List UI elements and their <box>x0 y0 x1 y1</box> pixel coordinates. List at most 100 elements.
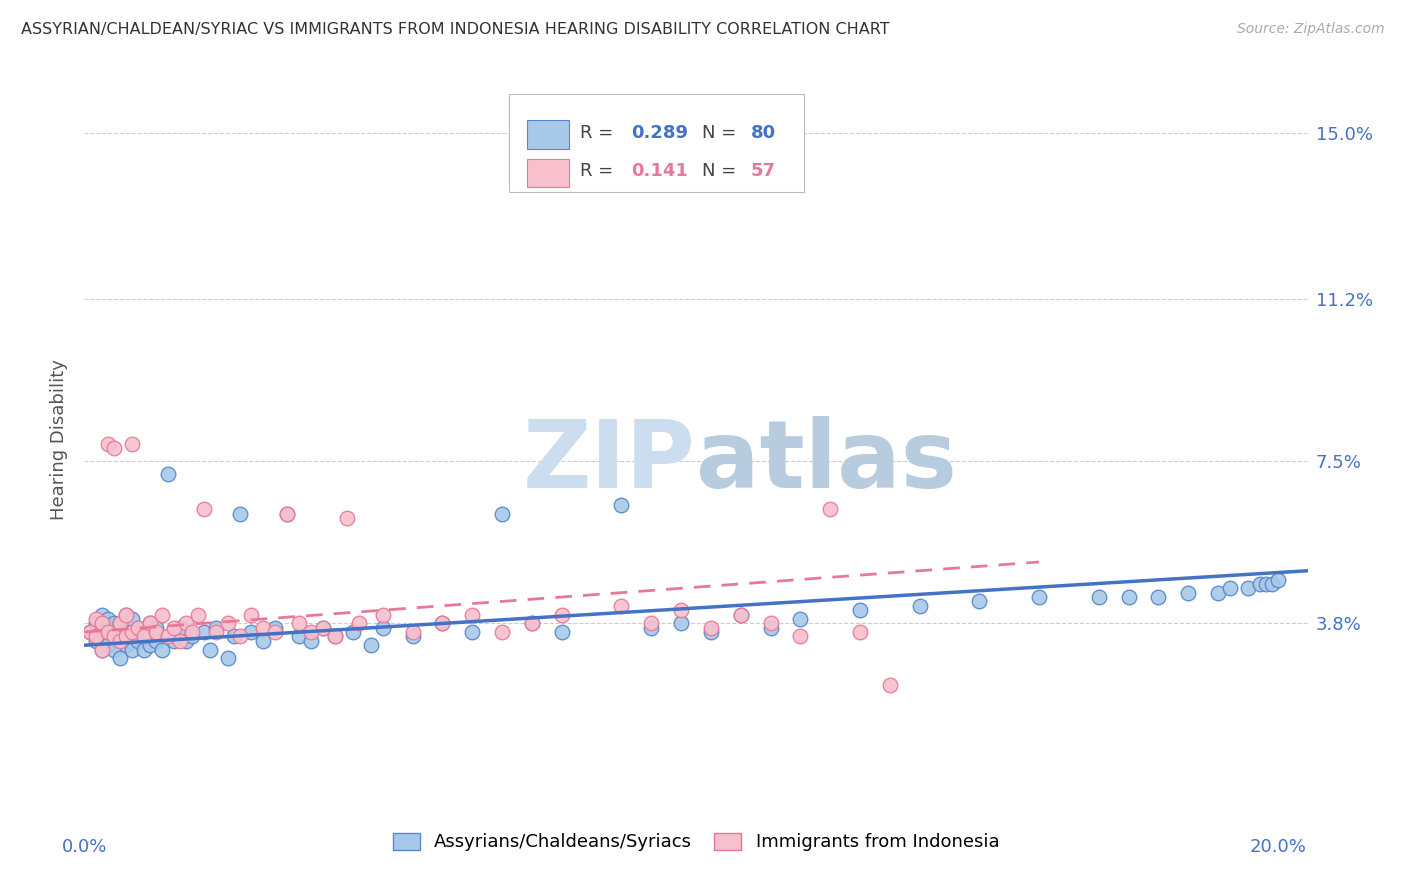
Point <box>198 642 221 657</box>
Point <box>228 630 250 644</box>
Point <box>103 642 125 657</box>
Text: R =: R = <box>579 162 619 180</box>
Point <box>103 630 125 644</box>
Point <box>127 621 149 635</box>
Point <box>371 621 394 635</box>
Point <box>169 633 191 648</box>
Text: 80: 80 <box>751 123 776 142</box>
Point <box>849 603 872 617</box>
Point <box>640 616 662 631</box>
Point <box>432 616 454 631</box>
Point <box>1237 582 1260 596</box>
Point <box>228 507 250 521</box>
Point <box>276 507 298 521</box>
Point <box>91 607 114 622</box>
Point <box>299 633 322 648</box>
Point <box>879 678 901 692</box>
Point <box>103 625 125 640</box>
Point <box>174 616 197 631</box>
Point <box>180 625 202 640</box>
Point <box>610 599 633 613</box>
Text: 0.0%: 0.0% <box>62 838 107 856</box>
Text: N =: N = <box>702 123 742 142</box>
Point <box>91 642 114 657</box>
Point <box>1206 585 1229 599</box>
Text: ZIP: ZIP <box>523 416 696 508</box>
Point <box>264 621 287 635</box>
Point <box>730 607 752 622</box>
Text: 57: 57 <box>751 162 776 180</box>
Point <box>139 638 162 652</box>
Point <box>121 625 143 640</box>
Point <box>252 633 274 648</box>
Point <box>108 633 131 648</box>
Y-axis label: Hearing Disability: Hearing Disability <box>49 359 67 520</box>
Point <box>97 625 120 640</box>
Point <box>252 621 274 635</box>
Point <box>323 630 346 644</box>
Point <box>461 625 484 640</box>
Point <box>84 616 107 631</box>
Point <box>700 621 723 635</box>
Point <box>222 630 245 644</box>
Text: N =: N = <box>702 162 742 180</box>
Point <box>520 616 543 631</box>
Point <box>139 616 162 631</box>
Point <box>401 625 423 640</box>
Point <box>115 607 138 622</box>
Point <box>145 633 167 648</box>
Point <box>115 607 138 622</box>
Text: Source: ZipAtlas.com: Source: ZipAtlas.com <box>1237 22 1385 37</box>
Point <box>132 625 155 640</box>
Legend: Assyrians/Chaldeans/Syriacs, Immigrants from Indonesia: Assyrians/Chaldeans/Syriacs, Immigrants … <box>385 825 1007 859</box>
Point <box>132 642 155 657</box>
Point <box>115 625 138 640</box>
Point <box>115 638 138 652</box>
Point <box>193 625 215 640</box>
Point <box>640 621 662 635</box>
Point <box>121 436 143 450</box>
Point <box>187 607 209 622</box>
Point <box>204 625 226 640</box>
Point <box>108 651 131 665</box>
Point <box>217 616 239 631</box>
Point <box>299 625 322 640</box>
Point <box>115 630 138 644</box>
Point <box>145 621 167 635</box>
Point <box>240 625 263 640</box>
Point <box>849 625 872 640</box>
Point <box>1147 590 1170 604</box>
Point <box>174 633 197 648</box>
Point <box>371 607 394 622</box>
Point <box>276 507 298 521</box>
Point <box>491 507 513 521</box>
Point <box>150 642 173 657</box>
Point <box>97 638 120 652</box>
Point <box>108 616 131 631</box>
Point <box>432 616 454 631</box>
Text: 0.141: 0.141 <box>631 162 688 180</box>
Point <box>103 616 125 631</box>
Point <box>908 599 931 613</box>
Point <box>1267 573 1289 587</box>
Point <box>491 625 513 640</box>
Point <box>1261 577 1284 591</box>
Point <box>789 630 811 644</box>
Point <box>97 436 120 450</box>
Point <box>163 633 186 648</box>
Point <box>312 621 335 635</box>
Point <box>121 612 143 626</box>
Point <box>97 625 120 640</box>
FancyBboxPatch shape <box>527 159 569 187</box>
Point <box>1087 590 1109 604</box>
Point <box>461 607 484 622</box>
Point <box>84 612 107 626</box>
Point <box>84 633 107 648</box>
Text: 0.289: 0.289 <box>631 123 688 142</box>
Point <box>127 633 149 648</box>
Point <box>759 621 782 635</box>
Point <box>520 616 543 631</box>
Point <box>312 621 335 635</box>
FancyBboxPatch shape <box>527 120 569 149</box>
Point <box>127 621 149 635</box>
